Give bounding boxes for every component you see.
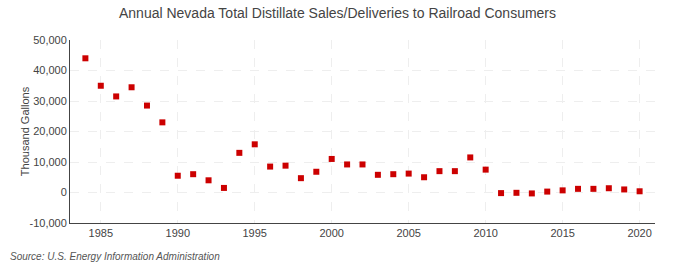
svg-text:20,000: 20,000 bbox=[33, 125, 67, 137]
svg-text:2015: 2015 bbox=[550, 227, 574, 239]
svg-text:50,000: 50,000 bbox=[33, 34, 67, 46]
svg-text:Annual Nevada Total Distillate: Annual Nevada Total Distillate Sales/Del… bbox=[119, 5, 556, 21]
svg-text:Source: U.S. Energy Informatio: Source: U.S. Energy Information Administ… bbox=[10, 251, 220, 262]
svg-text:2010: 2010 bbox=[473, 227, 497, 239]
svg-text:10,000: 10,000 bbox=[33, 156, 67, 168]
svg-text:Thousand Gallons: Thousand Gallons bbox=[19, 86, 31, 176]
svg-text:2020: 2020 bbox=[627, 227, 651, 239]
svg-text:2000: 2000 bbox=[319, 227, 343, 239]
svg-text:30,000: 30,000 bbox=[33, 95, 67, 107]
svg-text:0: 0 bbox=[61, 186, 67, 198]
svg-text:2005: 2005 bbox=[396, 227, 420, 239]
svg-text:40,000: 40,000 bbox=[33, 64, 67, 76]
svg-text:1995: 1995 bbox=[242, 227, 266, 239]
svg-text:1985: 1985 bbox=[89, 227, 113, 239]
svg-text:-10,000: -10,000 bbox=[29, 217, 66, 229]
svg-text:1990: 1990 bbox=[166, 227, 190, 239]
